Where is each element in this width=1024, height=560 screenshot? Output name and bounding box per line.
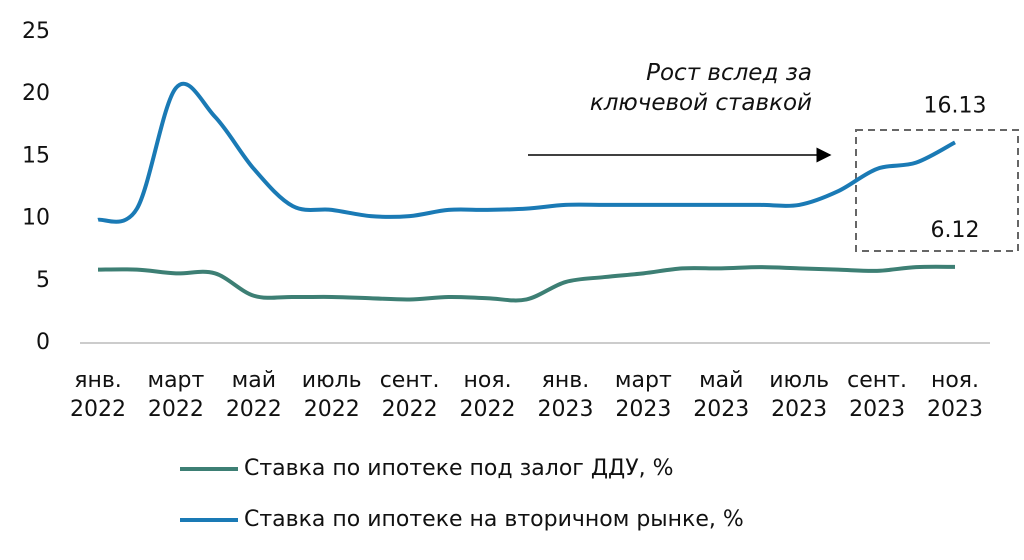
y-tick-label: 10 — [22, 206, 50, 231]
x-tick-label: июль 2022 — [301, 368, 362, 422]
data-label: 16.13 — [924, 93, 987, 118]
x-tick-label: сент. 2022 — [379, 368, 440, 422]
y-tick-label: 15 — [22, 143, 50, 168]
x-tick-label: янв. 2023 — [537, 368, 594, 422]
series-line — [97, 81, 956, 224]
legend-label: Ставка по ипотеке на вторичном рынке, % — [244, 507, 744, 532]
y-tick-label: 0 — [36, 330, 50, 355]
x-tick-label: сент. 2023 — [847, 368, 907, 422]
x-tick-label: янв. 2022 — [70, 368, 126, 422]
y-tick-label: 20 — [22, 81, 50, 106]
x-tick-label: ноя. 2022 — [459, 368, 516, 422]
x-tick-label: май 2022 — [225, 368, 282, 422]
y-tick-label: 25 — [22, 19, 50, 44]
x-tick-label: март 2023 — [614, 368, 672, 422]
x-tick-label: июль 2023 — [769, 368, 830, 422]
x-tick-label: ноя. 2023 — [927, 368, 983, 422]
x-tick-label: май 2023 — [693, 368, 750, 422]
legend-label: Ставка по ипотеке под залог ДДУ, % — [244, 456, 674, 481]
y-tick-label: 5 — [36, 268, 50, 293]
series-line — [97, 264, 956, 303]
highlight-box — [855, 129, 1019, 252]
x-tick-label: март 2022 — [147, 368, 205, 422]
data-label: 6.12 — [931, 218, 980, 243]
annotation: Рост вслед за ключевой ставкой — [589, 60, 812, 116]
